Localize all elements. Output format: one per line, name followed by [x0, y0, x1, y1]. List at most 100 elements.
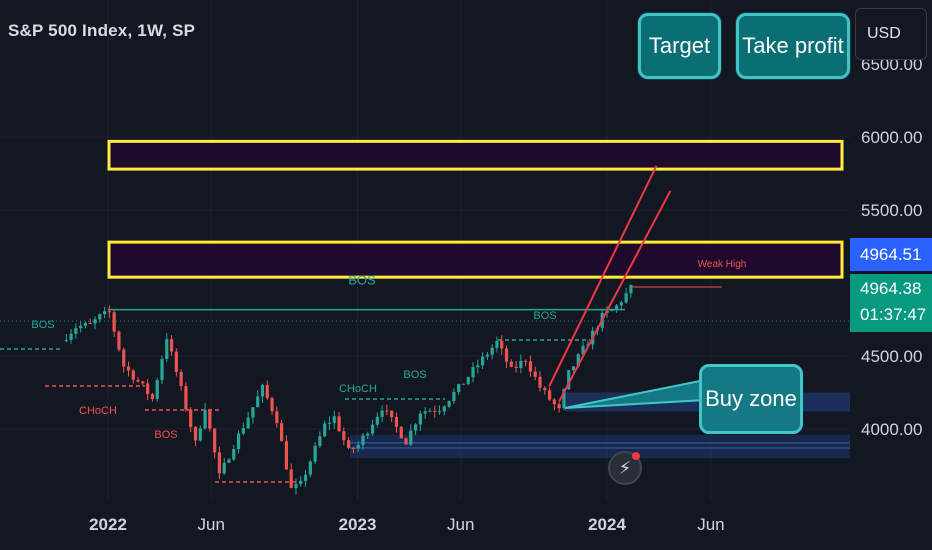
- candle-body: [447, 400, 451, 407]
- candle-body: [519, 360, 523, 368]
- candle-body: [538, 376, 542, 388]
- supply-zone: [107, 240, 844, 279]
- candle-body: [193, 426, 198, 441]
- candle-body: [361, 435, 365, 445]
- candle-body: [552, 399, 556, 405]
- take-profit-button[interactable]: Take profit: [736, 13, 850, 79]
- candle-body: [332, 416, 336, 423]
- candle-body: [490, 347, 494, 355]
- candle-body: [504, 348, 509, 362]
- candle-body: [418, 413, 422, 425]
- candle-body: [294, 483, 298, 489]
- candle-body: [150, 394, 155, 399]
- candle-body: [433, 410, 437, 412]
- candle-body: [236, 433, 241, 450]
- choch-label: CHoCH: [79, 405, 117, 417]
- bar-countdown: 01:37:47: [860, 305, 927, 324]
- notification-dot: [632, 452, 640, 460]
- candle-body: [169, 339, 174, 352]
- candle-body: [184, 386, 188, 410]
- candle-body: [533, 371, 537, 377]
- candle-body: [102, 311, 107, 315]
- candle-body: [213, 428, 217, 453]
- candle-body: [428, 410, 432, 412]
- candle-body: [299, 480, 303, 484]
- candle-body: [375, 416, 379, 425]
- candle-body: [476, 365, 480, 368]
- candle-body: [265, 384, 269, 399]
- candle-body: [347, 440, 351, 449]
- time-axis[interactable]: 2022 Jun 2023 Jun 2024 Jun: [89, 515, 725, 534]
- currency-selector[interactable]: USD: [855, 8, 927, 60]
- candle-body: [442, 406, 446, 412]
- bos-label: BOS: [31, 319, 54, 331]
- last-price-value: 4964.38: [860, 279, 922, 298]
- candle-body: [356, 444, 360, 449]
- price-tick-label: 4000.00: [861, 420, 922, 439]
- buy-zone-callout: Buy zone: [699, 364, 803, 434]
- candle-body: [452, 392, 456, 401]
- candle-body: [160, 359, 164, 381]
- candle-body: [399, 426, 403, 439]
- candle-body: [155, 380, 159, 399]
- time-tick-label: 2023: [339, 515, 377, 534]
- target-button[interactable]: Target: [638, 13, 721, 79]
- candle-body: [394, 417, 399, 427]
- candle-body: [437, 411, 442, 413]
- candles: [64, 284, 633, 495]
- candle-body: [409, 430, 413, 445]
- demand-zone: [350, 434, 850, 459]
- candle-body: [227, 459, 231, 463]
- last-price-tag: 4964.38 01:37:47: [850, 274, 932, 332]
- candle-body: [629, 284, 633, 294]
- weak-high-label: Weak High: [698, 259, 747, 270]
- candle-body: [514, 366, 518, 368]
- candle-body: [313, 445, 317, 462]
- bos-label: BOS: [533, 310, 556, 322]
- supply-zone: [107, 139, 844, 171]
- candle-body: [370, 424, 375, 434]
- candle-body: [404, 438, 408, 445]
- candle-body: [466, 377, 470, 384]
- candle-body: [414, 424, 418, 431]
- flash-icon[interactable]: ⚡: [608, 451, 642, 485]
- candle-body: [232, 449, 236, 460]
- candle-body: [222, 462, 226, 474]
- candle-body: [323, 423, 327, 437]
- candle-body: [189, 409, 193, 427]
- candle-body: [146, 383, 150, 395]
- candle-body: [126, 366, 131, 371]
- channel-upper-line: [548, 165, 658, 387]
- time-tick-label: 2022: [89, 515, 127, 534]
- candle-body: [380, 410, 384, 417]
- candle-body: [390, 410, 394, 418]
- price-tick-label: 4500.00: [861, 347, 922, 366]
- candle-body: [303, 474, 308, 481]
- candle-body: [351, 448, 355, 450]
- candle-body: [610, 308, 614, 311]
- time-tick-label: Jun: [198, 515, 225, 534]
- candle-body: [198, 428, 202, 441]
- candle-body: [624, 293, 628, 303]
- candle-body: [256, 396, 260, 408]
- bos-label: BOS: [348, 273, 376, 288]
- candle-body: [217, 452, 222, 474]
- structure-levels: BOS BOS CHoCH BOS CHoCH BOS BOS Weak High: [0, 259, 850, 483]
- candle-body: [122, 349, 126, 367]
- chart-zones: [107, 139, 850, 459]
- time-tick-label: Jun: [447, 515, 474, 534]
- candle-body: [495, 340, 499, 348]
- candle-body: [64, 340, 68, 342]
- candle-body: [614, 305, 619, 309]
- candle-body: [337, 416, 341, 432]
- candle-body: [385, 410, 389, 412]
- channel-lower-line: [558, 190, 672, 402]
- candle-body: [342, 431, 346, 441]
- candle-body: [528, 361, 533, 372]
- candle-body: [241, 428, 245, 434]
- candle-body: [289, 469, 293, 489]
- candle-body: [500, 340, 504, 349]
- candle-body: [165, 339, 169, 360]
- candle-body: [246, 417, 250, 429]
